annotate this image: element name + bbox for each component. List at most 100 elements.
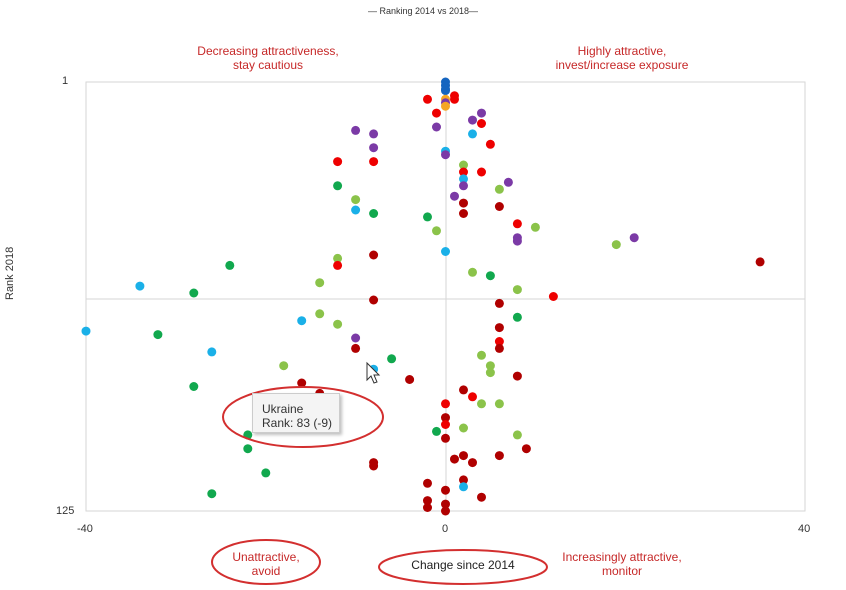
data-point[interactable] bbox=[468, 458, 477, 468]
data-point[interactable] bbox=[512, 285, 522, 295]
data-point[interactable] bbox=[459, 385, 468, 395]
data-point[interactable] bbox=[441, 506, 450, 516]
data-point[interactable] bbox=[351, 205, 361, 215]
data-point[interactable] bbox=[351, 125, 361, 135]
data-point[interactable] bbox=[485, 368, 495, 378]
data-point[interactable] bbox=[485, 271, 495, 281]
data-point[interactable] bbox=[477, 108, 486, 118]
data-point[interactable] bbox=[494, 451, 504, 461]
data-point[interactable] bbox=[423, 212, 432, 222]
data-point[interactable] bbox=[351, 333, 361, 343]
data-point[interactable] bbox=[333, 157, 343, 167]
data-point[interactable] bbox=[351, 195, 361, 205]
data-point[interactable] bbox=[333, 253, 343, 263]
data-point[interactable] bbox=[315, 309, 325, 319]
data-point[interactable] bbox=[459, 475, 468, 485]
data-point[interactable] bbox=[521, 444, 531, 454]
data-point[interactable] bbox=[441, 420, 450, 429]
data-point[interactable] bbox=[503, 177, 513, 187]
data-point[interactable] bbox=[423, 496, 432, 506]
data-point[interactable] bbox=[459, 174, 468, 184]
data-point[interactable] bbox=[459, 451, 468, 461]
data-point[interactable] bbox=[189, 288, 199, 298]
data-point[interactable] bbox=[494, 298, 504, 308]
data-point[interactable] bbox=[755, 257, 765, 267]
data-point[interactable] bbox=[459, 181, 468, 191]
data-point[interactable] bbox=[450, 191, 459, 201]
data-point[interactable] bbox=[432, 426, 441, 436]
data-point[interactable] bbox=[512, 236, 522, 246]
data-point[interactable] bbox=[441, 399, 450, 409]
data-point[interactable] bbox=[459, 209, 468, 218]
data-point[interactable] bbox=[494, 337, 504, 346]
data-point[interactable] bbox=[494, 202, 504, 211]
data-point[interactable] bbox=[441, 150, 450, 160]
data-point[interactable] bbox=[477, 399, 486, 409]
data-point[interactable] bbox=[423, 503, 432, 512]
data-point[interactable] bbox=[207, 347, 217, 357]
data-point[interactable] bbox=[494, 323, 504, 333]
data-point[interactable] bbox=[243, 444, 253, 454]
data-point[interactable] bbox=[459, 160, 468, 170]
data-point[interactable] bbox=[477, 119, 486, 128]
data-point[interactable] bbox=[468, 267, 477, 277]
data-point[interactable] bbox=[477, 492, 486, 502]
data-point[interactable] bbox=[207, 489, 217, 499]
data-point[interactable] bbox=[450, 454, 459, 464]
data-point[interactable] bbox=[512, 312, 522, 322]
data-point[interactable] bbox=[369, 143, 379, 153]
data-point[interactable] bbox=[441, 101, 450, 111]
data-point[interactable] bbox=[441, 485, 450, 495]
data-point[interactable] bbox=[494, 184, 504, 194]
data-point[interactable] bbox=[485, 361, 495, 371]
data-point[interactable] bbox=[512, 371, 522, 381]
data-point[interactable] bbox=[485, 139, 495, 149]
data-point[interactable] bbox=[468, 392, 477, 402]
data-point[interactable] bbox=[369, 250, 379, 260]
data-point[interactable] bbox=[135, 281, 145, 291]
data-point[interactable] bbox=[459, 482, 468, 492]
data-point[interactable] bbox=[81, 326, 91, 336]
data-point[interactable] bbox=[369, 157, 379, 167]
data-point[interactable] bbox=[369, 461, 379, 471]
data-point[interactable] bbox=[297, 378, 307, 388]
data-point[interactable] bbox=[512, 219, 522, 229]
data-point[interactable] bbox=[423, 94, 432, 104]
data-point[interactable] bbox=[441, 499, 450, 509]
data-point[interactable] bbox=[477, 350, 486, 360]
data-point[interactable] bbox=[189, 382, 199, 391]
data-point[interactable] bbox=[441, 433, 450, 443]
data-point[interactable] bbox=[261, 468, 271, 478]
data-point[interactable] bbox=[369, 209, 379, 218]
data-point[interactable] bbox=[432, 122, 441, 132]
data-point[interactable] bbox=[459, 198, 468, 208]
data-point[interactable] bbox=[279, 361, 289, 371]
data-point[interactable] bbox=[225, 260, 235, 270]
data-point[interactable] bbox=[297, 316, 307, 326]
data-point[interactable] bbox=[441, 247, 450, 256]
data-point[interactable] bbox=[441, 413, 450, 423]
data-point[interactable] bbox=[494, 399, 504, 409]
data-point[interactable] bbox=[423, 478, 432, 488]
data-point[interactable] bbox=[611, 240, 621, 250]
data-point[interactable] bbox=[387, 354, 397, 364]
data-point[interactable] bbox=[333, 260, 343, 270]
data-point[interactable] bbox=[629, 233, 639, 243]
data-point[interactable] bbox=[432, 108, 441, 118]
data-point[interactable] bbox=[468, 115, 477, 125]
data-point[interactable] bbox=[459, 423, 468, 433]
data-point[interactable] bbox=[369, 129, 379, 139]
data-point[interactable] bbox=[548, 292, 558, 301]
data-point[interactable] bbox=[477, 167, 486, 177]
data-point[interactable] bbox=[494, 343, 504, 353]
data-point[interactable] bbox=[432, 226, 441, 236]
data-point[interactable] bbox=[468, 129, 477, 139]
data-point[interactable] bbox=[441, 86, 450, 96]
data-point[interactable] bbox=[351, 343, 361, 353]
data-point[interactable] bbox=[530, 222, 540, 232]
data-point[interactable] bbox=[315, 278, 325, 288]
data-point[interactable] bbox=[333, 319, 343, 329]
data-point[interactable] bbox=[153, 330, 163, 340]
data-point[interactable] bbox=[459, 167, 468, 177]
data-point[interactable] bbox=[450, 94, 459, 104]
